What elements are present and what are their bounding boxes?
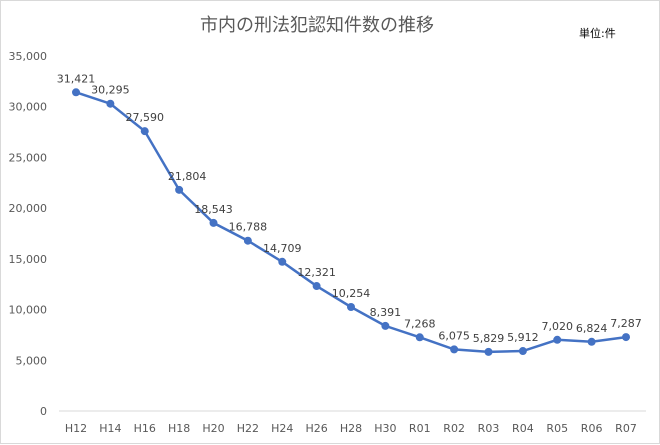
data-point: [553, 335, 562, 344]
y-tick-label: 5,000: [16, 354, 48, 367]
x-tick-label: R07: [615, 422, 637, 435]
series-line: [75, 91, 627, 354]
y-tick-label: 20,000: [9, 202, 48, 215]
data-point: [347, 302, 355, 311]
data-label: 16,788: [229, 221, 268, 234]
x-tick-label: H30: [374, 422, 396, 435]
data-point: [415, 333, 424, 342]
data-point: [587, 337, 596, 346]
y-tick-label: 35,000: [9, 50, 48, 63]
x-tick-label: H24: [271, 422, 293, 435]
data-point: [312, 282, 321, 291]
x-tick-label: R05: [546, 422, 568, 435]
data-label: 18,543: [194, 203, 233, 216]
data-point: [243, 236, 252, 245]
y-tick-label: 15,000: [9, 253, 48, 266]
x-tick-label: H18: [168, 422, 190, 435]
x-tick-label: H16: [134, 422, 156, 435]
data-point: [72, 88, 80, 97]
data-point: [518, 347, 527, 356]
data-point: [622, 333, 630, 342]
data-label: 14,709: [263, 242, 302, 255]
x-tick-label: R03: [478, 422, 500, 435]
data-point: [484, 347, 493, 356]
data-point: [450, 345, 459, 354]
data-label: 12,321: [297, 266, 336, 279]
data-point: [175, 185, 184, 194]
chart-title: 市内の刑法犯認知件数の推移: [200, 15, 434, 36]
x-tick-label: R04: [512, 422, 534, 435]
x-tick-label: R06: [581, 422, 603, 435]
data-point: [106, 99, 115, 108]
x-tick-label: H28: [340, 422, 362, 435]
data-label: 7,287: [610, 317, 642, 330]
data-label: 5,912: [507, 331, 539, 344]
y-tick-label: 30,000: [9, 101, 48, 114]
data-label: 6,824: [576, 322, 608, 335]
x-tick-label: H12: [65, 422, 87, 435]
x-tick-label: R02: [443, 422, 465, 435]
data-point: [140, 127, 149, 136]
x-tick-label: R01: [409, 422, 431, 435]
data-label: 7,268: [404, 317, 436, 330]
x-tick-label: H22: [237, 422, 259, 435]
data-label: 31,421: [57, 72, 96, 85]
data-label: 30,295: [91, 84, 130, 97]
y-tick-label: 25,000: [9, 151, 48, 164]
data-label: 21,804: [168, 170, 207, 183]
unit-label: 単位:件: [579, 26, 616, 40]
y-tick-label: 10,000: [9, 304, 48, 317]
data-label: 10,254: [332, 287, 371, 300]
data-point: [209, 218, 218, 227]
data-point: [381, 321, 390, 330]
x-tick-label: H14: [99, 422, 121, 435]
data-label: 8,391: [370, 306, 402, 319]
data-point: [278, 257, 287, 266]
y-tick-label: 0: [40, 405, 47, 418]
data-label: 7,020: [542, 320, 574, 333]
data-label: 5,829: [473, 332, 505, 345]
x-tick-label: H20: [202, 422, 224, 435]
data-label: 27,590: [126, 111, 165, 124]
x-tick-label: H26: [305, 422, 327, 435]
data-label: 6,075: [438, 329, 470, 342]
